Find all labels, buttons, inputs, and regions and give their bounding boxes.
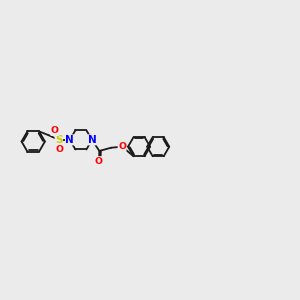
Text: O: O (56, 145, 64, 154)
Text: S: S (55, 135, 63, 145)
Text: O: O (51, 127, 59, 136)
Text: O: O (95, 157, 103, 166)
Text: N: N (65, 135, 74, 145)
Text: N: N (88, 135, 96, 145)
Text: O: O (118, 142, 126, 151)
